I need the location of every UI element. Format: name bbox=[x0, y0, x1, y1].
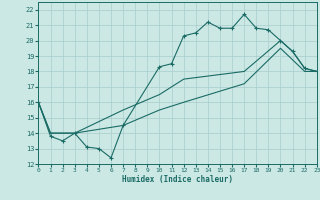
X-axis label: Humidex (Indice chaleur): Humidex (Indice chaleur) bbox=[122, 175, 233, 184]
